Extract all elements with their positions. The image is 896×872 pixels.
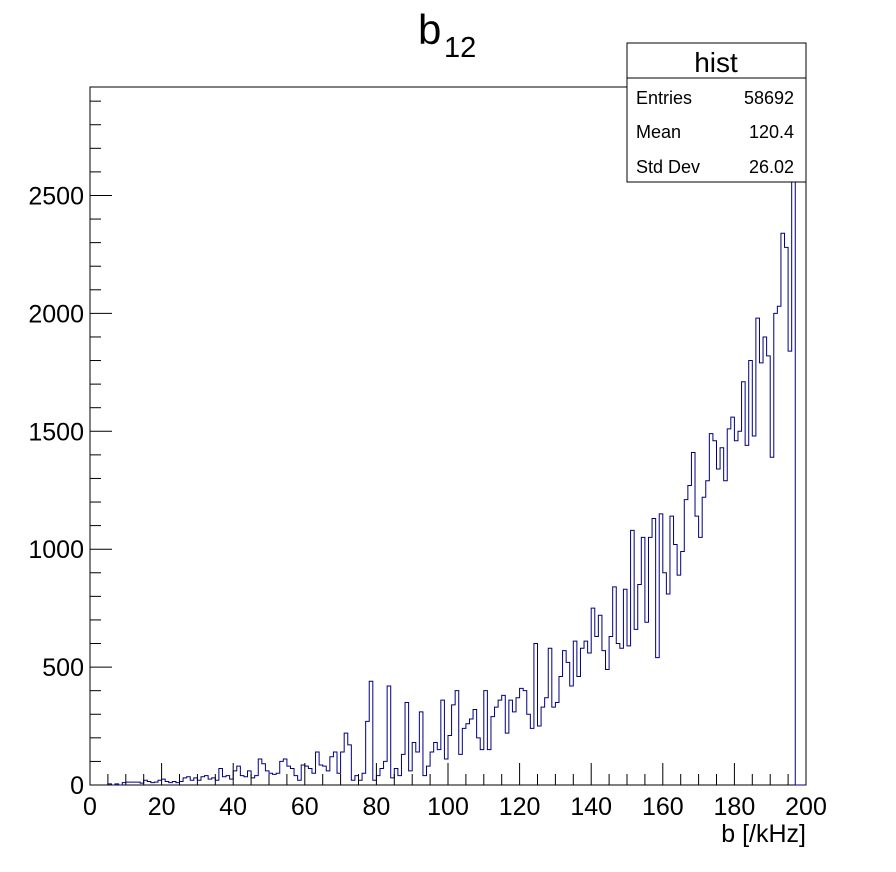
x-tick-label: 60 [291,793,319,821]
stats-mean-label: Mean [636,122,681,142]
y-tick-label: 0 [70,772,84,800]
x-tick-label: 200 [785,793,827,821]
x-tick-label: 140 [570,793,612,821]
x-tick-label: 0 [83,793,97,821]
x-tick-label: 20 [148,793,176,821]
x-axis-ticks [89,763,807,785]
plot-frame [89,86,807,786]
chart-title-subscript: 12 [444,32,476,64]
y-tick-label: 500 [42,654,84,682]
chart-title: b [418,6,441,53]
stats-box-frame [626,42,807,183]
x-tick-label: 160 [642,793,684,821]
x-tick-label: 80 [362,793,390,821]
x-axis-title: b [/kHz] [721,820,806,848]
stats-stddev-label: Std Dev [636,157,700,177]
y-tick-label: 1000 [28,536,84,564]
y-axis-ticks [90,100,112,786]
y-tick-label: 2000 [28,300,84,328]
x-tick-label: 180 [714,793,756,821]
stats-stddev-value: 26.02 [749,157,794,177]
stats-entries-value: 58692 [744,88,794,108]
y-axis-tick-labels: 0 500 1000 1500 2000 2500 [28,182,84,800]
x-tick-label: 40 [219,793,247,821]
histogram-series [90,124,806,786]
stats-box: hist Entries 58692 Mean 120.4 Std Dev 26… [626,42,807,183]
x-tick-label: 100 [427,793,469,821]
stats-entries-label: Entries [636,88,692,108]
x-axis-tick-labels: 0 20 40 60 80 100 120 140 160 180 200 [83,793,827,821]
y-tick-label: 1500 [28,418,84,446]
stats-box-title: hist [694,47,738,78]
stats-mean-value: 120.4 [749,122,794,142]
y-tick-label: 2500 [28,182,84,210]
x-tick-label: 120 [499,793,541,821]
